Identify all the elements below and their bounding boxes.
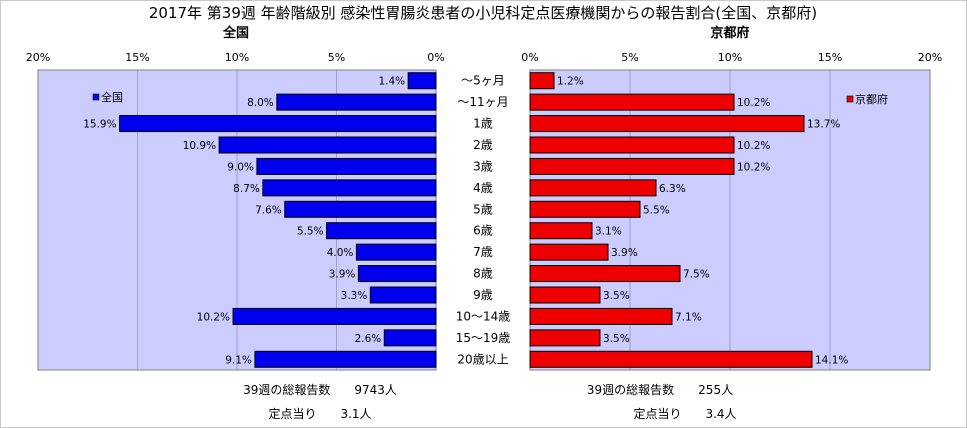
age-category-label: 9歳	[473, 288, 493, 302]
kyoto-bar	[529, 200, 641, 218]
kyoto-data-label: 7.1%	[675, 311, 702, 323]
national-bar	[218, 136, 437, 154]
chart-title: 2017年 第39週 年齢階級別 感染性胃腸炎患者の小児科定点医療機関からの報告…	[149, 4, 817, 22]
kyoto-bar	[529, 243, 609, 261]
national-tick-label: 0%	[427, 51, 444, 64]
national-legend: 全国	[92, 90, 123, 104]
kyoto-bar	[529, 93, 735, 111]
kyoto-tick-label: 15%	[818, 51, 842, 64]
kyoto-tick-label: 5%	[621, 51, 638, 64]
national-tick-label: 5%	[328, 51, 345, 64]
kyoto-data-label: 3.1%	[595, 226, 622, 238]
national-bar	[119, 115, 437, 133]
kyoto-bar	[529, 307, 673, 325]
national-data-label: 8.7%	[233, 183, 260, 195]
kyoto-bar	[529, 136, 735, 154]
national-tick-label: 20%	[26, 51, 50, 64]
national-data-label: 9.1%	[225, 354, 252, 366]
national-bar	[276, 93, 437, 111]
kyoto-data-label: 5.5%	[643, 204, 670, 216]
kyoto-total-reports: 39週の総報告数 255人	[587, 382, 733, 397]
kyoto-panel-title: 京都府	[710, 25, 749, 41]
age-category-label: 4歳	[473, 181, 493, 195]
national-bar	[284, 200, 437, 218]
national-bar	[357, 265, 437, 283]
kyoto-bar	[529, 222, 593, 240]
age-category-label: 10～14歳	[456, 309, 511, 323]
age-category-label: ～5ヶ月	[461, 74, 505, 88]
national-bar	[326, 222, 437, 240]
national-total-reports: 39週の総報告数 9743人	[243, 382, 397, 397]
kyoto-legend: 京都府	[846, 92, 888, 106]
kyoto-bar	[529, 329, 601, 347]
kyoto-data-label: 3.9%	[611, 247, 638, 259]
national-data-label: 8.0%	[247, 97, 274, 109]
kyoto-legend-swatch	[846, 95, 854, 103]
kyoto-bar	[529, 115, 805, 133]
kyoto-legend-label: 京都府	[855, 92, 888, 106]
kyoto-bar	[529, 179, 657, 197]
national-bar	[383, 329, 437, 347]
national-data-label: 4.0%	[327, 247, 354, 259]
kyoto-data-label: 10.2%	[737, 97, 770, 109]
national-bar	[369, 286, 437, 304]
national-bar	[407, 72, 437, 90]
kyoto-data-label: 7.5%	[683, 269, 710, 281]
national-tick-label: 10%	[225, 51, 249, 64]
national-data-label: 1.4%	[378, 76, 405, 88]
kyoto-tick-label: 0%	[521, 51, 538, 64]
national-data-label: 10.2%	[197, 311, 230, 323]
kyoto-bar	[529, 265, 681, 283]
kyoto-data-label: 13.7%	[807, 119, 840, 131]
kyoto-tick-label: 20%	[918, 51, 942, 64]
age-category-label: ～11ヶ月	[457, 95, 508, 109]
age-category-label: 2歳	[473, 138, 493, 152]
age-category-label: 8歳	[473, 267, 493, 281]
kyoto-bar	[529, 286, 601, 304]
national-panel-title: 全国	[222, 25, 249, 41]
kyoto-bar	[529, 72, 555, 90]
national-data-label: 5.5%	[297, 226, 324, 238]
kyoto-per-site: 定点当り 3.4人	[633, 406, 736, 421]
national-data-label: 3.3%	[341, 290, 368, 302]
age-category-label: 1歳	[473, 117, 493, 131]
kyoto-data-label: 6.3%	[659, 183, 686, 195]
kyoto-data-label: 1.2%	[557, 76, 584, 88]
national-tick-label: 15%	[125, 51, 149, 64]
age-category-label: 3歳	[473, 159, 493, 173]
age-category-label: 5歳	[473, 202, 493, 216]
kyoto-data-label: 14.1%	[815, 354, 848, 366]
kyoto-bar	[529, 350, 813, 368]
national-data-label: 2.6%	[355, 333, 382, 345]
national-bar	[232, 307, 437, 325]
national-bar	[355, 243, 437, 261]
national-data-label: 15.9%	[83, 119, 116, 131]
kyoto-bar	[529, 157, 735, 175]
age-category-label: 20歳以上	[457, 352, 508, 366]
age-category-label: 7歳	[473, 245, 493, 259]
national-bar	[254, 350, 437, 368]
national-data-label: 7.6%	[255, 204, 282, 216]
national-legend-label: 全国	[101, 90, 123, 104]
kyoto-data-label: 3.5%	[603, 333, 630, 345]
kyoto-data-label: 10.2%	[737, 140, 770, 152]
national-per-site: 定点当り 3.1人	[268, 406, 371, 421]
national-legend-swatch	[92, 93, 100, 101]
kyoto-data-label: 10.2%	[737, 161, 770, 173]
kyoto-tick-label: 10%	[718, 51, 742, 64]
national-data-label: 9.0%	[227, 161, 254, 173]
age-category-label: 6歳	[473, 224, 493, 238]
national-bar	[256, 157, 437, 175]
national-data-label: 3.9%	[329, 269, 356, 281]
age-category-label: 15～19歳	[456, 331, 511, 345]
national-bar	[262, 179, 437, 197]
national-data-label: 10.9%	[183, 140, 216, 152]
kyoto-data-label: 3.5%	[603, 290, 630, 302]
